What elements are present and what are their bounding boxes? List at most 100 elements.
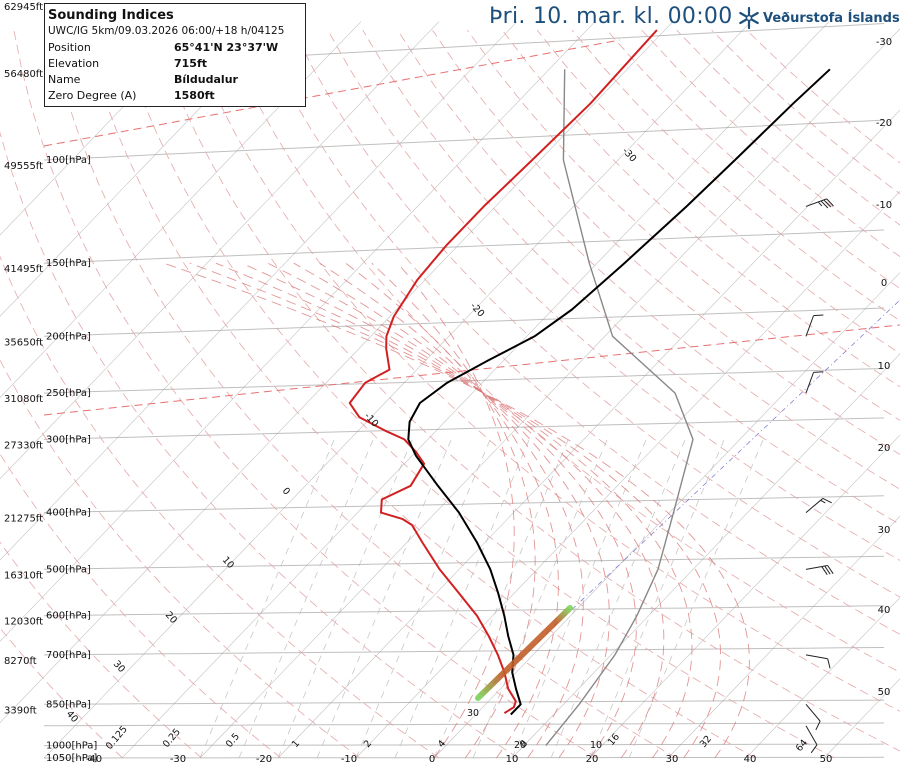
altitude-tick-label: 41495ft — [4, 264, 43, 275]
bottom-temperature-tick: -30 — [170, 754, 186, 765]
isotherm-line — [121, 21, 830, 759]
wind-barb-feather — [813, 371, 824, 373]
isotherm-line — [433, 272, 900, 759]
isobar-line — [43, 495, 885, 514]
lapse-band — [475, 605, 573, 701]
pressure-tick-label: 250[hPa] — [46, 388, 91, 399]
lower-right-isotherm-labels: 30 20 10 — [467, 708, 602, 751]
altitude-tick-label: 21275ft — [4, 514, 43, 525]
adiabat-label: 30 — [111, 659, 127, 675]
right-temperature-tick: 10 — [878, 361, 891, 372]
info-label: Elevation — [48, 56, 100, 70]
dry-adiabat-line — [0, 453, 282, 759]
wind-barb — [805, 725, 818, 754]
pressure-tick-label: 500[hPa] — [46, 564, 91, 575]
bottom-temperature-tick: 40 — [744, 754, 757, 765]
right-temperature-tick: 30 — [878, 525, 891, 536]
info-row-zero-degree: Zero Degree (A) 1580ft — [48, 87, 301, 103]
mixing-ratio-label: 2 — [362, 738, 374, 750]
isobar-lines — [43, 23, 885, 759]
info-title: Sounding Indices — [48, 8, 174, 23]
altitude-tick-label: 31080ft — [4, 394, 43, 405]
mixing-ratio-line — [277, 439, 413, 759]
adiabat-label: 0 — [280, 486, 292, 498]
isobar-line — [43, 119, 885, 161]
pressure-tick-label: 400[hPa] — [46, 508, 91, 519]
wind-barb-feather — [810, 744, 818, 754]
isobar-line — [43, 307, 885, 337]
wind-barb-staff — [805, 315, 814, 337]
dry-adiabat-line — [48, 30, 677, 759]
right-temperature-tick: -20 — [876, 118, 892, 129]
right-temperature-tick: -30 — [876, 37, 892, 48]
dry-adiabat-line — [501, 29, 900, 388]
dewpoint-curve — [407, 68, 831, 716]
pressure-tick-label: 600[hPa] — [46, 611, 91, 622]
wind-barb — [805, 703, 821, 731]
dry-adiabat-line — [467, 29, 900, 421]
right-temperature-ticks: -30 -20 -10 0 10 20 30 40 50 — [876, 37, 892, 698]
isobar-line — [43, 647, 885, 656]
pressure-tick-label: 1000[hPa] — [46, 741, 97, 752]
wind-barb — [805, 198, 834, 209]
bottom-temperature-tick: 10 — [506, 754, 519, 765]
moist-adiabat-line — [215, 262, 693, 759]
isotherm-line — [355, 190, 900, 759]
wind-barb-half-feather — [820, 499, 826, 504]
isotherm-line — [0, 21, 518, 561]
surface-lapse-band — [475, 605, 573, 701]
info-value: 715ft — [174, 56, 208, 70]
isotherm-line — [667, 515, 900, 759]
forecast-date-title: Þri. 10. mar. kl. 00:00 — [489, 4, 733, 29]
wind-barb-feather — [815, 720, 821, 731]
isotherm-line — [0, 21, 674, 724]
info-run: UWC/IG 5km/09.03.2026 06:00/+18 h/04125 — [48, 25, 285, 37]
dry-adiabat-line — [83, 29, 756, 759]
info-value: 65°41'N 23°37'W — [174, 40, 279, 54]
dry-adiabat-line — [432, 29, 900, 455]
wind-barb-feather — [813, 314, 824, 317]
mixing-ratio-line — [550, 439, 686, 759]
isotherm-line — [511, 353, 900, 759]
altitude-tick-label: 8270ft — [4, 656, 37, 667]
bottom-temperature-tick: 50 — [820, 754, 833, 765]
parcel-curve — [545, 69, 694, 747]
isotherm-line — [0, 21, 284, 317]
mixing-ratio-label: 16 — [606, 732, 622, 748]
sounding-indices-box: Sounding Indices UWC/IG 5km/09.03.2026 0… — [44, 3, 306, 107]
altitude-tick-label: 16310ft — [4, 570, 43, 581]
moist-adiabat-line — [345, 262, 559, 759]
pressure-tick-label: 700[hPa] — [46, 650, 91, 661]
mixing-ratio-line — [511, 439, 647, 759]
isobar-line — [44, 743, 885, 747]
dry-adiabat-line — [222, 29, 900, 673]
mixing-ratio-line — [199, 439, 335, 759]
info-row-position: Position 65°41'N 23°37'W — [48, 39, 301, 55]
right-temperature-tick: 50 — [878, 687, 891, 698]
wind-barb-feather — [827, 658, 831, 669]
brand-name: Veðurstofa Íslands — [763, 10, 900, 26]
dry-adiabat-line — [118, 29, 835, 759]
wind-barb-staff — [805, 654, 828, 660]
isobar-line — [43, 699, 885, 705]
wind-barb-feather — [823, 199, 832, 208]
altitude-tick-label: 56480ft — [4, 69, 43, 80]
dry-adiabat-line — [13, 30, 598, 759]
moist-adiabat-lines — [163, 262, 750, 759]
info-label: Name — [48, 72, 81, 86]
brand-logo: Veðurstofa Íslands — [738, 5, 900, 31]
isotherm-line — [589, 434, 900, 759]
wind-barb-feather — [821, 566, 828, 575]
adiabat-label: -30 — [620, 146, 639, 165]
pressure-tick-label: 200[hPa] — [46, 331, 91, 342]
isobar-line — [43, 722, 885, 727]
dry-adiabat-line — [292, 29, 900, 598]
pressure-tick-label: 850[hPa] — [46, 699, 91, 710]
altitude-tick-label: 3390ft — [4, 705, 37, 716]
moist-adiabat-line — [293, 262, 610, 759]
temperature-curve — [348, 29, 658, 714]
wind-barb — [805, 565, 834, 575]
snowflake-logo-icon — [739, 7, 759, 29]
isobar-line — [44, 756, 885, 759]
moist-adiabat-line — [267, 262, 637, 759]
